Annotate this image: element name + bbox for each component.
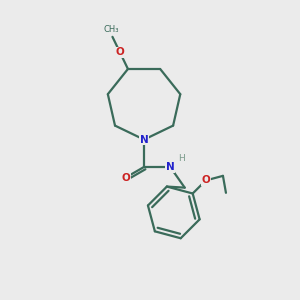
Text: CH₃: CH₃ bbox=[103, 26, 119, 34]
Text: O: O bbox=[201, 176, 210, 185]
Text: O: O bbox=[121, 172, 130, 183]
Text: N: N bbox=[166, 162, 175, 172]
Text: O: O bbox=[116, 47, 124, 57]
Text: N: N bbox=[140, 135, 148, 145]
Text: H: H bbox=[178, 154, 185, 163]
